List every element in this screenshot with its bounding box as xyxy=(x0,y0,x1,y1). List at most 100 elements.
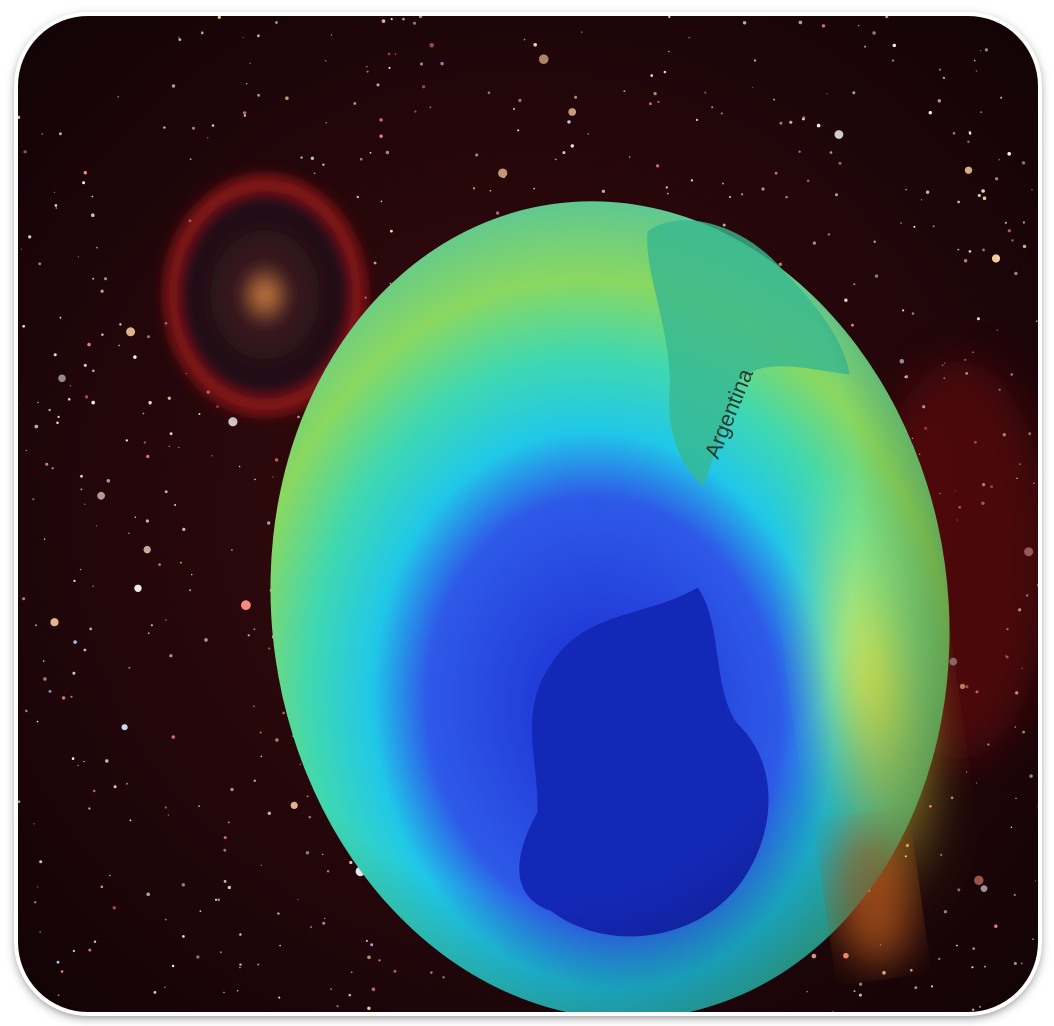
star xyxy=(827,233,831,236)
star xyxy=(73,640,77,644)
star xyxy=(503,176,505,179)
star xyxy=(369,151,372,154)
star xyxy=(211,455,213,457)
star xyxy=(414,110,417,113)
star xyxy=(892,43,896,48)
star xyxy=(39,860,43,864)
star xyxy=(247,634,250,637)
star xyxy=(199,910,202,913)
star xyxy=(798,20,803,25)
star xyxy=(904,375,907,379)
star xyxy=(70,695,73,698)
star xyxy=(826,93,828,95)
star xyxy=(142,412,145,415)
star xyxy=(36,720,39,723)
star xyxy=(778,262,782,266)
star xyxy=(957,200,960,204)
star xyxy=(475,153,479,157)
star xyxy=(268,647,271,650)
star xyxy=(196,955,200,959)
star xyxy=(932,225,935,228)
star xyxy=(1022,221,1025,224)
star xyxy=(146,454,150,459)
star xyxy=(84,503,86,505)
star xyxy=(92,369,95,373)
star xyxy=(864,45,867,48)
star xyxy=(1013,893,1016,897)
globe xyxy=(270,201,950,1014)
star xyxy=(182,527,186,532)
star xyxy=(128,532,130,535)
star xyxy=(910,968,913,972)
star xyxy=(77,256,79,258)
star xyxy=(984,48,989,52)
star xyxy=(267,521,271,525)
star xyxy=(28,235,32,239)
star xyxy=(853,283,856,286)
star xyxy=(126,327,136,337)
star xyxy=(51,467,54,470)
star xyxy=(223,880,227,883)
star xyxy=(429,43,435,48)
star xyxy=(518,98,522,103)
star xyxy=(118,344,120,347)
star xyxy=(1034,880,1036,882)
star xyxy=(129,819,132,822)
star xyxy=(53,353,57,357)
star xyxy=(243,114,246,117)
star xyxy=(82,181,85,185)
star xyxy=(217,15,221,19)
star xyxy=(147,632,150,634)
star xyxy=(773,98,775,101)
star xyxy=(752,86,754,88)
star xyxy=(980,111,983,114)
star xyxy=(779,121,783,125)
star xyxy=(966,771,968,773)
star xyxy=(72,671,76,675)
star xyxy=(87,342,91,347)
star xyxy=(125,439,128,442)
star xyxy=(282,711,285,715)
star xyxy=(58,374,66,383)
star xyxy=(1022,244,1027,249)
star xyxy=(92,277,95,280)
star xyxy=(85,395,89,399)
star xyxy=(34,424,39,429)
star xyxy=(119,323,122,326)
star xyxy=(249,62,251,64)
star xyxy=(164,986,166,988)
star xyxy=(164,806,167,809)
star xyxy=(182,935,185,938)
star xyxy=(957,888,961,892)
star xyxy=(371,987,376,992)
star xyxy=(169,432,173,436)
star xyxy=(859,982,863,986)
star xyxy=(938,957,941,961)
star xyxy=(422,85,426,89)
star xyxy=(798,150,801,153)
star xyxy=(38,262,42,266)
star xyxy=(359,157,363,161)
star xyxy=(991,254,1001,263)
star xyxy=(92,585,94,587)
star xyxy=(67,398,71,401)
star xyxy=(181,883,185,887)
star xyxy=(628,156,631,158)
star xyxy=(1022,730,1025,734)
star xyxy=(976,317,980,321)
globe-shading xyxy=(270,201,950,1014)
star xyxy=(568,108,577,116)
star xyxy=(981,189,985,193)
star xyxy=(164,918,167,921)
star xyxy=(275,738,279,742)
star xyxy=(774,171,778,175)
star xyxy=(665,186,668,189)
star xyxy=(48,689,52,693)
star xyxy=(299,763,301,766)
star xyxy=(191,573,193,576)
star xyxy=(920,199,923,201)
star xyxy=(253,779,256,782)
star xyxy=(811,953,817,959)
star xyxy=(169,654,173,658)
star xyxy=(260,864,262,866)
